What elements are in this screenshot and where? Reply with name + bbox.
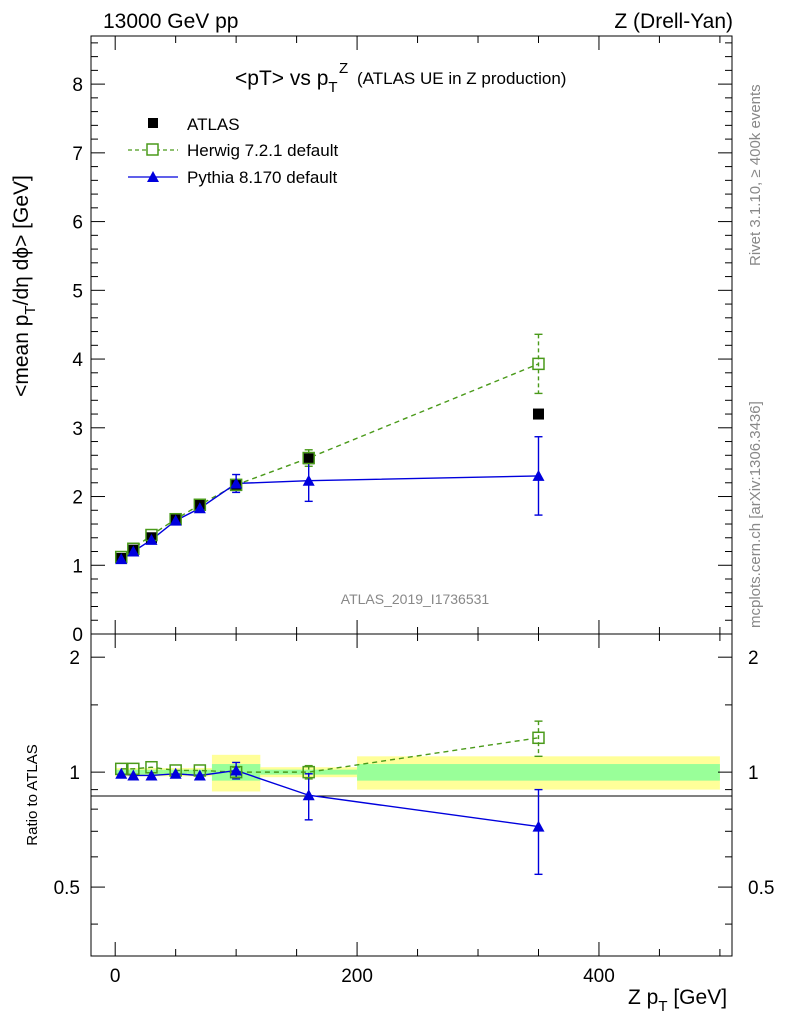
legend-pythia-marker <box>147 171 159 182</box>
main-series <box>114 333 545 565</box>
y-tick-label: 6 <box>72 213 83 234</box>
plot-title-sup: Z <box>339 60 348 77</box>
legend-pythia-label: Pythia 8.170 default <box>187 168 338 187</box>
plot-title: <pT> vs pT <box>235 67 338 96</box>
pythia-data-point <box>532 469 545 481</box>
pythia-data-point <box>193 502 206 514</box>
analysis-watermark: ATLAS_2019_I1736531 <box>341 591 490 607</box>
main-y-label: <mean pT/dη dϕ> [GeV] <box>10 175 39 397</box>
ratio-bands <box>115 754 720 792</box>
pythia-ratio-point <box>127 769 140 781</box>
herwig-ratio-line <box>121 737 539 773</box>
herwig-ratio-point <box>302 765 315 779</box>
y-tick-label: 7 <box>72 144 83 165</box>
pythia-ratio-point <box>230 764 243 776</box>
y-tick-label: 0 <box>72 625 83 646</box>
legend-atlas-marker <box>148 118 158 128</box>
pythia-ratio-point <box>193 769 206 781</box>
header-right: Z (Drell-Yan) <box>614 10 733 33</box>
ratio-tick-label-right: 0.5 <box>748 878 774 899</box>
legend-atlas-label: ATLAS <box>187 115 240 134</box>
header-left: 13000 GeV pp <box>103 10 238 33</box>
ratio-plot: 0.5 0.5 1 1 2 2 <box>54 633 774 957</box>
plot-title-main: <pT> vs p <box>235 67 328 90</box>
herwig-data-point <box>302 451 315 465</box>
ratio-band-stat <box>260 769 358 775</box>
main-y-label-main: <mean p <box>10 315 33 397</box>
pythia-data-point <box>145 533 158 545</box>
pythia-data-point <box>115 553 128 565</box>
main-y-label-sub: T <box>22 305 39 314</box>
y-tick-label: 5 <box>72 281 83 302</box>
legend: ATLAS Herwig 7.2.1 default Pythia 8.170 … <box>128 115 338 187</box>
x-axis-label-sub: T <box>658 998 667 1015</box>
plot-title-sub: T <box>328 79 337 96</box>
plot-title-note: (ATLAS UE in Z production) <box>357 69 566 88</box>
ratio-tick-label-right: 2 <box>748 648 759 669</box>
x-tick-labels: 0 200 400 <box>110 966 615 987</box>
atlas-data-point <box>303 453 315 465</box>
main-y-label-rest: /dη dϕ> [GeV] <box>10 175 33 305</box>
y-tick-label: 1 <box>72 556 83 577</box>
y-tick-label: 2 <box>72 488 83 509</box>
main-axis-ticks: 0 1 2 3 4 5 6 7 8 <box>72 36 732 646</box>
pythia-data-point <box>127 545 140 557</box>
pythia-ratio-point <box>169 767 182 779</box>
legend-herwig-label: Herwig 7.2.1 default <box>187 141 338 160</box>
herwig-ratio-point <box>532 731 545 745</box>
ratio-band-stat <box>357 764 720 781</box>
pythia-data-point <box>302 474 315 486</box>
ratio-series <box>114 720 545 876</box>
ratio-axis-ticks: 0.5 0.5 1 1 2 2 <box>54 634 774 956</box>
x-tick-label: 0 <box>110 966 121 987</box>
x-tick-label: 200 <box>341 966 373 987</box>
ratio-tick-label: 2 <box>69 648 80 669</box>
ratio-tick-label: 1 <box>69 763 80 784</box>
mcplots-label: mcplots.cern.ch [arXiv:1306.3436] <box>747 401 764 628</box>
herwig-data-point <box>532 357 545 371</box>
y-tick-label: 3 <box>72 419 83 440</box>
ratio-plot-frame <box>90 633 733 957</box>
ratio-tick-label-right: 1 <box>748 763 759 784</box>
pythia-data-point <box>169 514 182 526</box>
pythia-ratio-point <box>145 769 158 781</box>
legend-herwig-marker <box>146 143 159 156</box>
x-axis-label: Z pT [GeV] <box>628 986 727 1015</box>
pythia-ratio-point <box>302 789 315 801</box>
pythia-ratio-point <box>532 820 545 832</box>
atlas-data-point <box>532 408 544 420</box>
y-tick-label: 4 <box>72 350 83 371</box>
pythia-line <box>120 475 539 560</box>
x-tick-label: 400 <box>583 966 615 987</box>
pythia-ratio-point <box>115 767 128 779</box>
pythia-data-point <box>230 477 243 489</box>
ratio-y-label: Ratio to ATLAS <box>24 744 41 845</box>
rivet-version-label: Rivet 3.1.10, ≥ 400k events <box>747 84 764 266</box>
x-axis-label-main: Z p <box>628 986 658 1009</box>
ratio-tick-label: 0.5 <box>54 878 80 899</box>
herwig-line <box>120 363 539 558</box>
main-plot: 0 1 2 3 4 5 6 7 8 <box>72 35 733 646</box>
y-tick-label: 8 <box>72 75 83 96</box>
x-axis-label-rest: [GeV] <box>668 986 728 1009</box>
